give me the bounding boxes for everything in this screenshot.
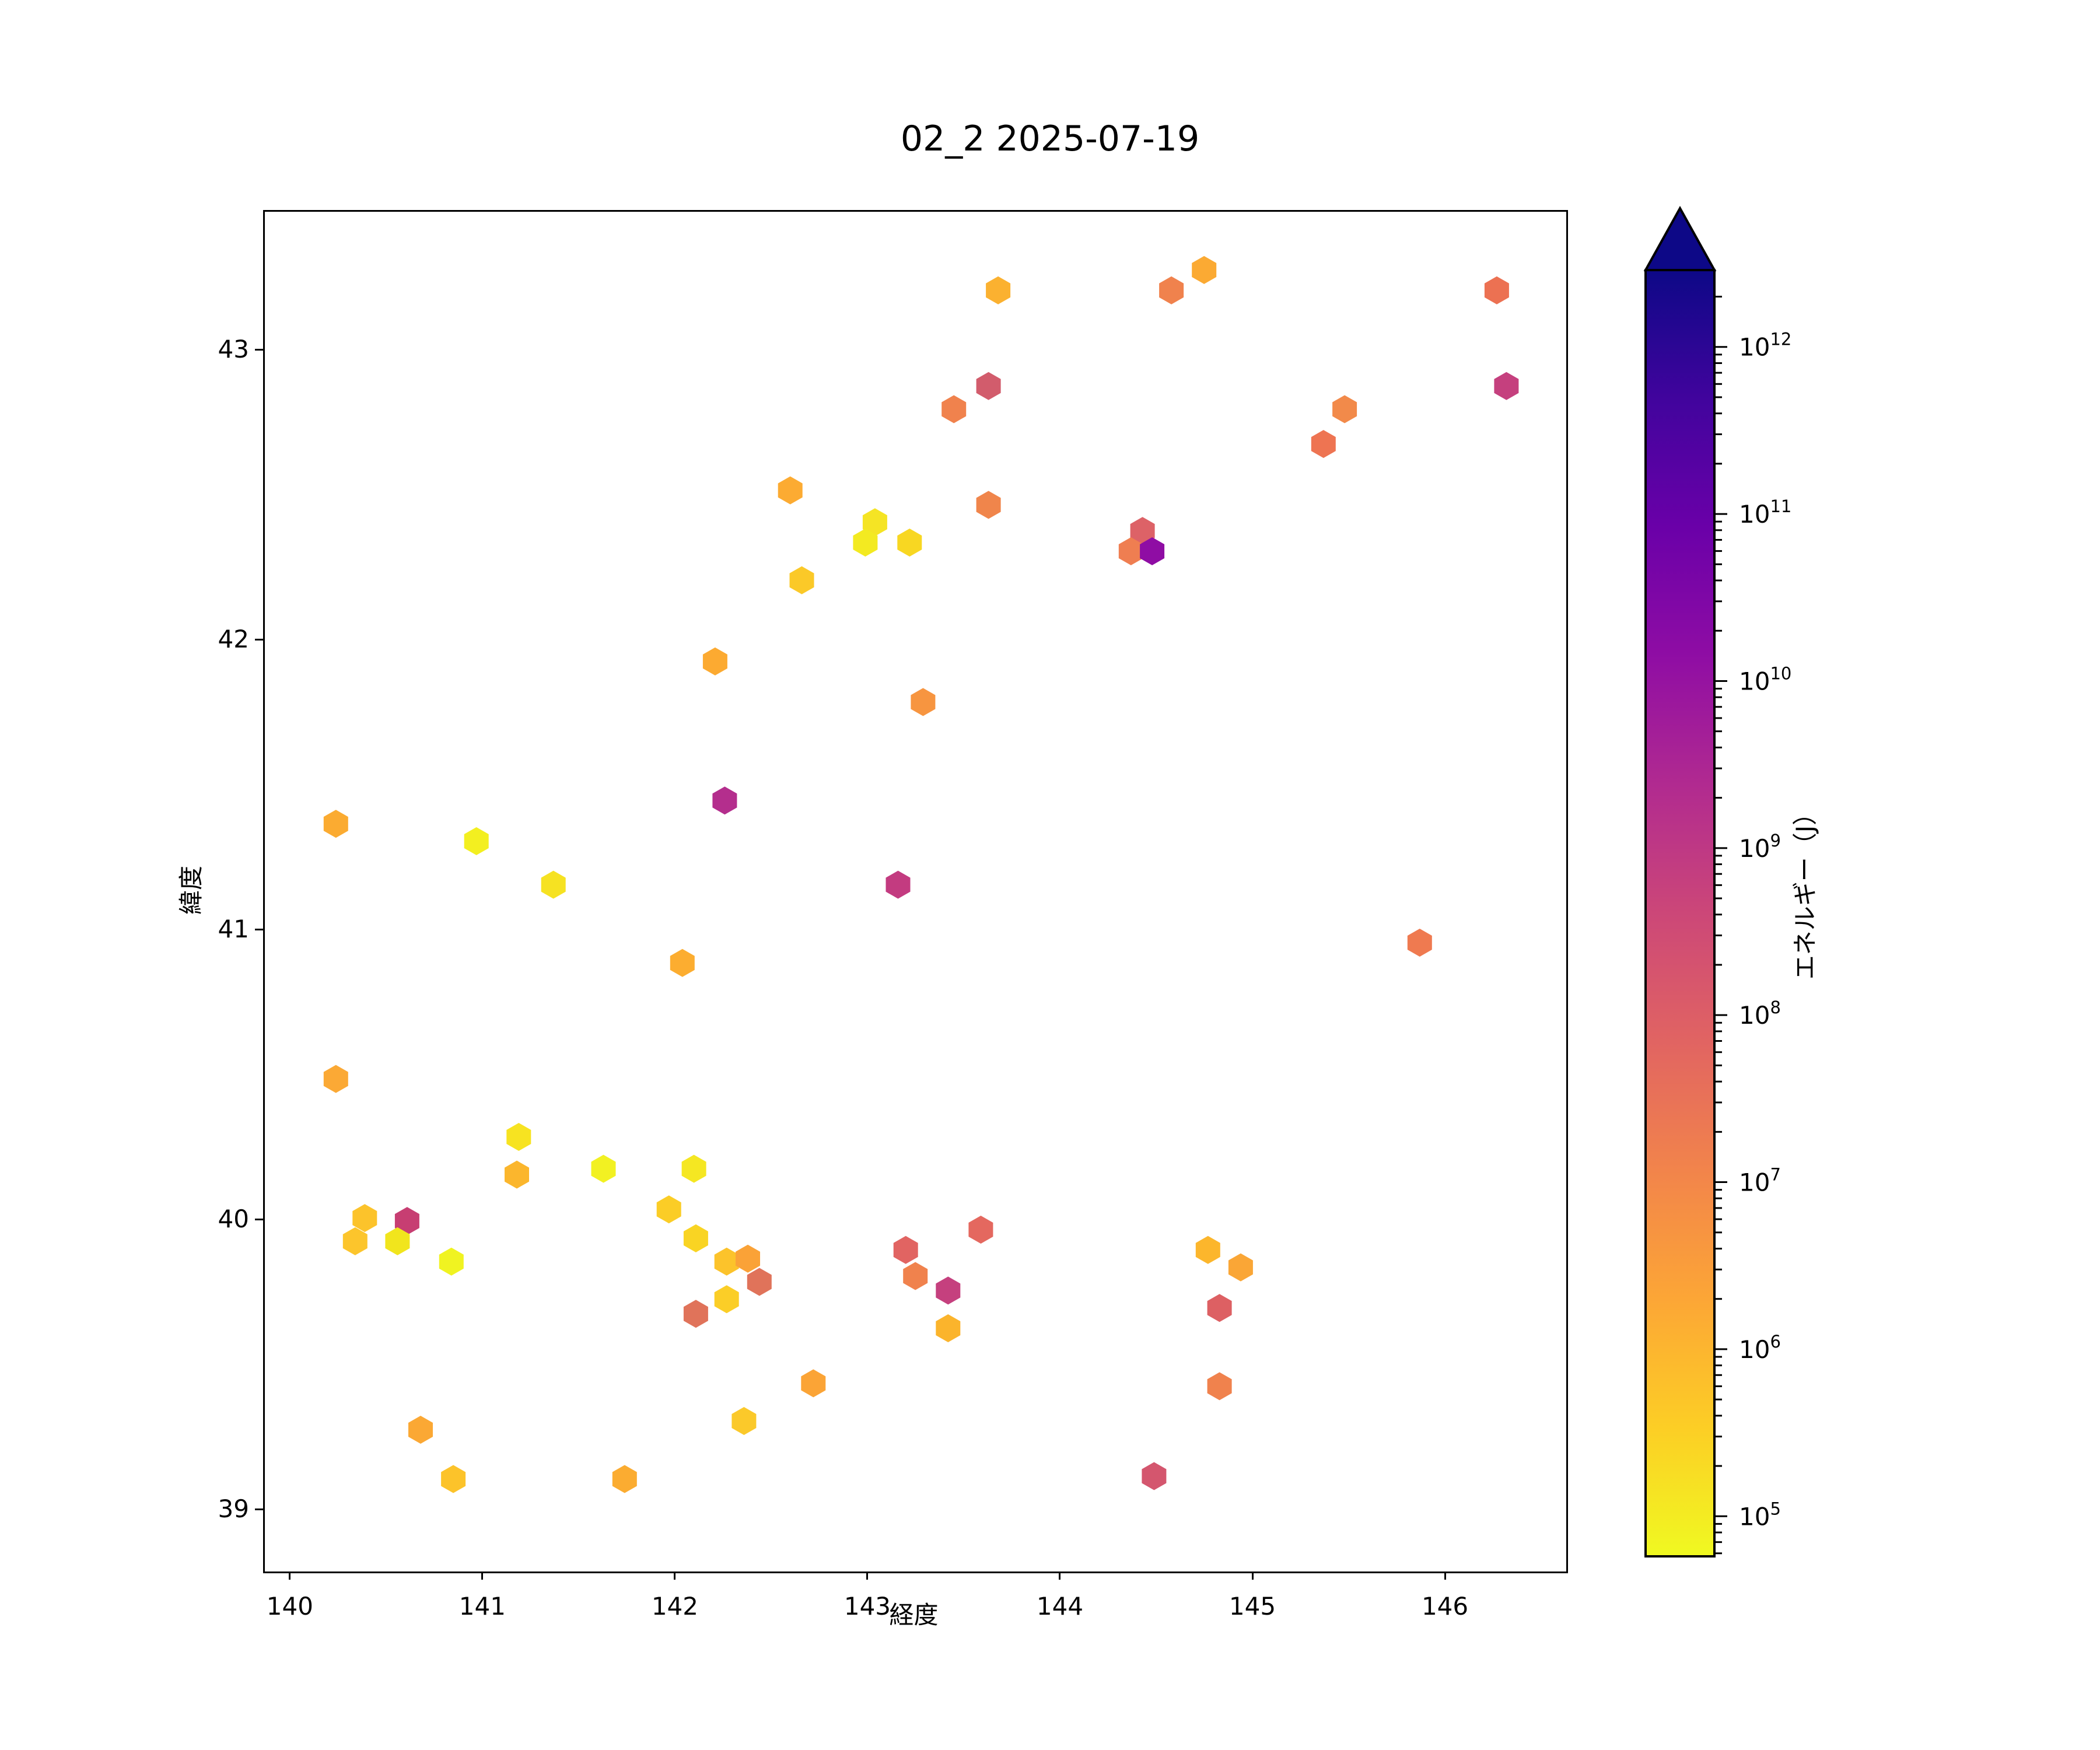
colorbar-extend-arrow <box>1643 205 1717 271</box>
colorbar-tick-label: 105 <box>1739 1499 1781 1531</box>
data-point-hexagon <box>732 1407 757 1435</box>
data-point-hexagon <box>1494 372 1519 400</box>
data-point-hexagon <box>352 1204 377 1233</box>
data-point-hexagon <box>862 508 887 537</box>
data-point-hexagon <box>976 491 1001 519</box>
y-tick-label: 39 <box>218 1494 249 1524</box>
data-point-hexagon <box>936 1276 961 1305</box>
data-point-hexagon <box>747 1268 772 1296</box>
data-point-hexagon <box>1118 537 1143 565</box>
colorbar-tick-label: 106 <box>1739 1332 1781 1364</box>
colorbar-tick-label: 107 <box>1739 1165 1781 1197</box>
data-point-hexagon <box>886 870 911 899</box>
data-point-hexagon <box>986 276 1011 304</box>
data-point-hexagon <box>323 1065 348 1093</box>
y-tick <box>255 348 263 351</box>
colorbar-tick-label: 108 <box>1739 998 1781 1030</box>
data-point-hexagon <box>936 1314 961 1342</box>
data-point-hexagon <box>1142 1462 1167 1490</box>
data-point-hexagon <box>506 1123 531 1151</box>
data-point-hexagon <box>736 1244 760 1273</box>
colorbar-tick-label: 1012 <box>1739 330 1791 362</box>
data-point-hexagon <box>342 1227 368 1255</box>
data-point-hexagon <box>591 1154 616 1183</box>
data-point-hexagon <box>702 647 727 676</box>
data-point-hexagon <box>1130 517 1155 545</box>
data-point-hexagon <box>1140 537 1165 565</box>
colorbar-gradient-bar <box>1644 269 1716 1558</box>
data-point-hexagon <box>714 1247 739 1276</box>
colorbar-tick-label: 1010 <box>1739 663 1791 695</box>
data-point-hexagon <box>1407 929 1432 957</box>
y-tick-label: 43 <box>218 335 249 364</box>
scatter-plot <box>323 256 1519 1493</box>
plot-area <box>263 210 1568 1573</box>
data-point-hexagon <box>670 949 695 977</box>
data-point-hexagon <box>394 1207 419 1236</box>
colorbar-tick-label: 109 <box>1739 831 1781 863</box>
data-point-hexagon <box>1332 395 1357 424</box>
colorbar: 105 106 107 108 109 1010 1011 1012 <box>1643 205 1791 1558</box>
data-point-hexagon <box>911 688 936 716</box>
data-point-hexagon <box>612 1465 637 1493</box>
y-tick <box>255 1218 263 1220</box>
data-point-hexagon <box>656 1195 681 1224</box>
data-point-hexagon <box>976 372 1001 400</box>
chart-title: 02_2 2025-07-19 <box>900 118 1200 159</box>
y-axis-label: 緯度 <box>177 866 205 915</box>
data-point-hexagon <box>1195 1236 1220 1264</box>
data-point-hexagon <box>439 1247 464 1276</box>
data-point-hexagon <box>853 528 878 557</box>
data-point-hexagon <box>789 566 814 594</box>
data-point-hexagon <box>541 870 566 899</box>
data-point-hexagon <box>408 1416 433 1444</box>
x-axis-label: 経度 <box>889 1601 939 1629</box>
data-point-hexagon <box>505 1160 529 1189</box>
colorbar-label: エネルギー（J） <box>1791 800 1819 980</box>
data-point-hexagon <box>1311 430 1336 459</box>
y-tick <box>255 638 263 640</box>
data-point-hexagon <box>778 476 803 505</box>
y-tick <box>255 1508 263 1510</box>
data-point-hexagon <box>441 1465 466 1493</box>
data-point-hexagon <box>897 528 922 557</box>
data-point-hexagon <box>714 1285 739 1314</box>
data-point-hexagon <box>683 1300 708 1328</box>
data-point-hexagon <box>942 395 967 424</box>
data-point-hexagon <box>801 1369 826 1398</box>
data-point-hexagon <box>464 827 489 855</box>
data-point-hexagon <box>1484 276 1509 304</box>
data-point-hexagon <box>1159 276 1184 304</box>
data-point-hexagon <box>968 1216 993 1244</box>
data-point-hexagon <box>1228 1253 1253 1282</box>
colorbar-tick-label: 1011 <box>1739 496 1791 528</box>
data-point-hexagon <box>1207 1294 1232 1322</box>
data-point-hexagon <box>712 786 737 815</box>
data-point-hexagon <box>893 1236 918 1264</box>
data-point-hexagon <box>385 1227 410 1255</box>
data-point-hexagon <box>323 810 348 838</box>
y-tick-label: 40 <box>218 1205 249 1234</box>
data-point-hexagon <box>681 1154 706 1183</box>
data-point-hexagon <box>1207 1372 1232 1401</box>
y-tick <box>255 928 263 930</box>
data-point-hexagon <box>683 1224 708 1252</box>
data-point-hexagon <box>1192 256 1217 284</box>
data-point-hexagon <box>903 1262 928 1290</box>
y-tick-label: 42 <box>218 625 249 654</box>
